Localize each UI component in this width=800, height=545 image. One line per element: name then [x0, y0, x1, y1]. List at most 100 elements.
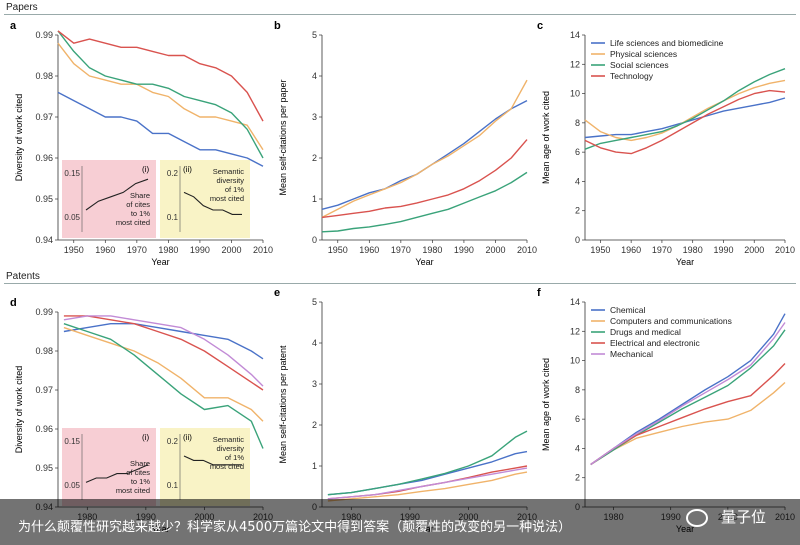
x-axis-label: Year — [151, 257, 169, 267]
y-tick-label: 6 — [575, 414, 580, 424]
legend-label: Physical sciences — [610, 49, 677, 59]
inset-line — [183, 191, 242, 215]
y-tick-label: 4 — [312, 338, 317, 348]
y-tick-label: 0.94 — [35, 235, 53, 245]
y-tick-label: 2 — [312, 153, 317, 163]
y-axis-label: Mean self-citations per paper — [278, 79, 288, 195]
panel-letter-c: c — [537, 20, 543, 32]
inset-tick-label: 0.15 — [64, 169, 80, 178]
caption-bar: 为什么颠覆性研究越来越少？科学家从4500万篇论文中得到答案（颠覆性的改变的另一… — [0, 499, 800, 545]
series-line-life — [57, 91, 264, 167]
inset-text: Semantic — [213, 435, 245, 444]
x-tick-label: 2000 — [221, 245, 241, 255]
panel-letter-b: b — [274, 20, 281, 32]
series-line-drugs — [63, 323, 264, 449]
series-line-life — [321, 99, 528, 210]
x-tick-label: 1970 — [127, 245, 147, 255]
y-tick-label: 14 — [570, 30, 580, 40]
y-tick-label: 4 — [312, 71, 317, 81]
x-tick-label: 1950 — [64, 245, 84, 255]
section-divider-patents — [4, 283, 796, 284]
y-tick-label: 14 — [570, 297, 580, 307]
x-tick-label: 1950 — [590, 245, 610, 255]
y-tick-label: 0.98 — [35, 71, 53, 81]
panel-c: c 0 2 4 6 8 10 12 14 1950 1960 1970 1980 1990 2000 2010… — [537, 20, 795, 267]
legend-label: Mechanical — [610, 349, 653, 359]
x-tick-label: 1960 — [359, 245, 379, 255]
panel-e: e0123451980199020002010YearMean self-cit… — [274, 287, 537, 534]
x-tick-label: 1960 — [621, 245, 641, 255]
series-line-social — [57, 30, 264, 159]
panel-letter-f: f — [537, 287, 541, 299]
series-line-physical — [57, 42, 264, 151]
x-tick-label: 1990 — [190, 245, 210, 255]
y-tick-label: 0.99 — [35, 307, 53, 317]
caption-text: 为什么颠覆性研究越来越少？科学家从4500万篇论文中得到答案（颠覆性的改变的另一… — [18, 520, 572, 535]
inset-tick-label: 0.05 — [64, 481, 80, 490]
inset-text: to 1% — [131, 209, 151, 218]
panel-f: f024681012141980199020002010YearMean age… — [537, 287, 795, 534]
series-line-electrical — [63, 315, 264, 391]
y-axis-label: Diversity of work cited — [14, 94, 24, 182]
x-tick-label: 2010 — [775, 245, 795, 255]
y-axis-label: Diversity of work cited — [14, 366, 24, 454]
series-line-electrical — [327, 465, 528, 500]
series-line-mechanical — [327, 467, 528, 500]
inset-line — [85, 178, 149, 211]
section-label-papers: Papers — [6, 2, 38, 13]
inset-background — [160, 428, 250, 506]
inset-tick-label: 0.15 — [64, 437, 80, 446]
y-tick-label: 2 — [575, 473, 580, 483]
legend-label: Technology — [610, 71, 654, 81]
x-tick-label: 1990 — [713, 245, 733, 255]
y-tick-label: 3 — [312, 112, 317, 122]
y-tick-label: 5 — [312, 30, 317, 40]
x-tick-label: 1980 — [683, 245, 703, 255]
y-tick-label: 6 — [575, 147, 580, 157]
inset-text: Semantic — [213, 167, 245, 176]
series-line-technology — [57, 30, 264, 122]
y-tick-label: 0.98 — [35, 346, 53, 356]
inset-label: (ii) — [183, 165, 192, 174]
series-line-computers — [63, 326, 264, 422]
series-line-electrical — [590, 363, 786, 466]
y-axis-label: Mean self-citations per patent — [278, 345, 288, 464]
wechat-icon — [686, 509, 708, 527]
inset-label: (i) — [142, 433, 149, 442]
legend-label: Computers and communications — [610, 316, 732, 326]
y-tick-label: 10 — [570, 89, 580, 99]
inset-tick-label: 0.2 — [167, 437, 179, 446]
y-tick-label: 2 — [575, 206, 580, 216]
inset-background — [62, 160, 156, 238]
y-tick-label: 0 — [312, 235, 317, 245]
inset-tick-label: 0.1 — [167, 481, 179, 490]
section-label-patents: Patents — [6, 271, 40, 282]
inset-label: (ii) — [183, 433, 192, 442]
series-line-mechanical — [63, 315, 264, 387]
inset-text: of 1% — [225, 453, 245, 462]
panel-letter-d: d — [10, 297, 17, 309]
inset-text: of cites — [126, 200, 150, 209]
x-tick-label: 1970 — [652, 245, 672, 255]
x-tick-label: 2010 — [253, 245, 273, 255]
panel-letter-a: a — [10, 20, 17, 32]
inset-text: diversity — [216, 176, 244, 185]
series-line-computers — [327, 471, 528, 502]
x-tick-label: 1960 — [95, 245, 115, 255]
y-tick-label: 0.96 — [35, 153, 53, 163]
x-tick-label: 1990 — [454, 245, 474, 255]
series-line-life — [584, 97, 786, 139]
legend-label: Chemical — [610, 305, 646, 315]
panel-b: b 0 1 2 3 4 5 1950 1960 1970 1980 1990 2000 2010 Year M… — [274, 20, 537, 267]
y-tick-label: 0 — [575, 235, 580, 245]
y-tick-label: 5 — [312, 297, 317, 307]
y-tick-label: 0.99 — [35, 30, 53, 40]
y-tick-label: 0.97 — [35, 385, 53, 395]
y-tick-label: 1 — [312, 194, 317, 204]
x-tick-label: 2000 — [744, 245, 764, 255]
inset-text: of cites — [126, 468, 150, 477]
